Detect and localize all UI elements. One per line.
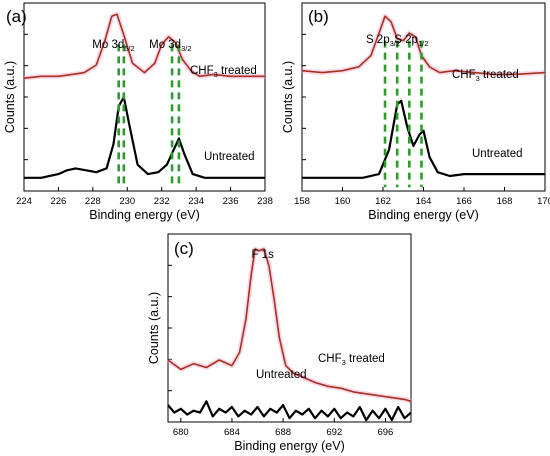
series-line-untreated [167,400,412,422]
x-tick-label: 158 [294,196,310,207]
series-label-sub: 3 [342,358,346,367]
series-label: Untreated [204,151,255,163]
y-axis-label: Counts (a.u.) [281,61,295,133]
series-label-base: Untreated [472,148,523,160]
peak-annotation-sub: 3/2 [390,39,400,48]
x-tick-label: 228 [85,196,101,207]
peak-annotation-sub: 1/2 [418,39,428,48]
series-label-base: Untreated [256,369,307,381]
series-line-untreated [302,99,545,179]
peak-annotation-sub: 3/2 [181,44,191,53]
peak-annotation: Mo 3d5/2 [92,39,134,53]
peak-annotation-base: S 2p [366,34,390,46]
panel-letter: (b) [308,7,329,26]
x-tick-label: 224 [16,196,32,207]
peak-annotation: S 2p3/2 [366,34,400,48]
x-axis-label: Binding energy (eV) [234,439,344,453]
panel-letter: (c) [174,239,194,258]
peak-annotation-base: Mo 3d [92,39,124,51]
x-tick-label: 692 [326,427,342,438]
peak-annotation-base: Mo 3d [149,39,181,51]
series-label: Untreated [472,148,523,160]
x-tick-label: 696 [377,427,393,438]
series-line-untreated [24,95,265,179]
peak-annotation: F 1s [251,249,274,261]
series-label-base: CHF [452,69,476,81]
series-label: CHF3 treated [318,353,385,367]
x-tick-label: 230 [119,196,135,207]
series-label-base: CHF [190,65,214,77]
x-tick-label: 166 [456,196,472,207]
x-tick-label: 164 [416,196,432,207]
peak-annotation: Mo 3d3/2 [149,39,191,53]
series-line-chf3-treated [301,15,546,76]
peak-annotation-sub: 5/2 [124,44,134,53]
series-label: Untreated [256,369,307,381]
peak-annotation-base: F 1s [251,249,274,261]
series-label-sub: 3 [476,74,480,83]
x-tick-label: 162 [375,196,391,207]
series-label-rest: treated [218,65,257,77]
x-tick-label: 160 [335,196,351,207]
y-axis-label: Counts (a.u.) [3,61,17,133]
x-axis-label: Binding energy (eV) [368,208,478,222]
x-tick-label: 232 [154,196,170,207]
series-label-sub: 3 [214,70,218,79]
x-tick-label: 226 [50,196,66,207]
x-tick-label: 238 [257,196,273,207]
panel-c: 680 684 688 692 696 Binding energy (eV) Counts… [147,233,412,453]
plot-frame [301,2,546,192]
x-tick-label: 234 [188,196,204,207]
series-label: CHF3 treated [190,65,257,79]
series-label-base: Untreated [204,151,255,163]
y-axis-label: Counts (a.u.) [147,292,161,364]
x-tick-label: 684 [224,427,240,438]
panel-a: 224 226 228 230 232 234 236 238 Binding energy (… [3,2,273,222]
x-tick-label: 236 [223,196,239,207]
x-tick-label: 680 [173,427,189,438]
panel-letter: (a) [6,7,27,26]
series-line-chf3-treated [167,248,412,403]
series-label: CHF3 treated [452,69,519,83]
series-label-base: CHF [318,353,342,365]
series-line-chf3-treated [23,13,265,79]
x-axis-label: Binding energy (eV) [89,208,199,222]
x-tick-label: 688 [275,427,291,438]
panel-b: 158 160 162 164 166 168 170 Binding energy (eV)… [281,2,550,222]
peak-annotation-base: S 2p [394,34,418,46]
x-tick-label: 170 [537,196,550,207]
series-label-rest: treated [480,69,519,81]
x-tick-label: 168 [497,196,513,207]
series-label-rest: treated [346,353,385,365]
peak-annotation: S 2p1/2 [394,34,428,48]
